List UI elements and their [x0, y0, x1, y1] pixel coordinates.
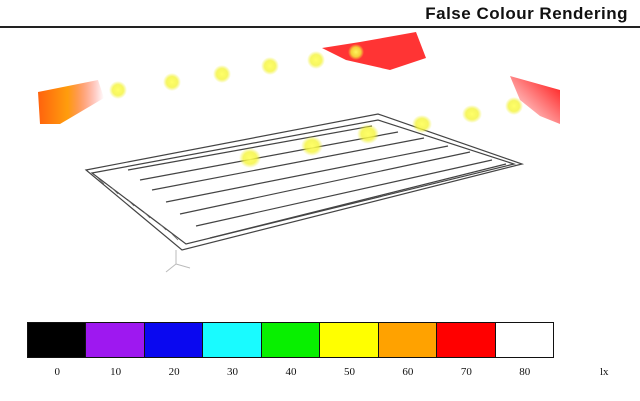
legend-swatch [143, 322, 204, 358]
page-title: False Colour Rendering [425, 4, 628, 23]
legend-tick-label: 60 [402, 366, 414, 378]
colour-legend [27, 322, 554, 358]
luminaire-icon [357, 124, 379, 144]
legend-tick-label: 10 [110, 366, 122, 378]
legend-swatch [494, 322, 554, 358]
luminaire-icon [505, 97, 523, 115]
legend-swatch [85, 322, 145, 358]
luminaire-icon [462, 105, 482, 123]
legend-tick-label: 70 [460, 366, 472, 378]
legend-tick-label: 30 [227, 366, 239, 378]
luminaire-icon [109, 81, 127, 99]
luminaire-icon [412, 115, 432, 133]
luminaire-icon [301, 136, 323, 156]
legend-swatch [260, 322, 321, 358]
luminaire-icon [307, 51, 325, 69]
render-viewport[interactable] [0, 28, 640, 298]
legend-labels: 0 10 20 30 40 50 60 70 80 [28, 366, 628, 382]
legend-tick-label: 50 [343, 366, 355, 378]
legend-tick-label: 80 [519, 366, 531, 378]
wall-illuminance-patches [38, 32, 560, 124]
legend-swatch [27, 322, 87, 358]
luminaire-array [109, 44, 523, 168]
legend-swatch [436, 322, 496, 358]
luminaire-icon [348, 44, 364, 60]
legend-unit: lx [600, 366, 609, 378]
legend-tick-label: 0 [54, 366, 60, 378]
legend-tick-label: 40 [285, 366, 297, 378]
luminaire-icon [213, 65, 231, 83]
legend-swatch [377, 322, 438, 358]
legend-swatch [319, 322, 379, 358]
title-divider [0, 26, 640, 28]
luminaire-icon [239, 148, 261, 168]
floor-plan [84, 113, 525, 251]
floor-edge-detail [97, 177, 179, 241]
luminaire-icon [261, 57, 279, 75]
legend-tick-label: 20 [168, 366, 180, 378]
luminaire-icon [163, 73, 181, 91]
axis-gizmo-icon[interactable] [165, 250, 191, 273]
legend-swatch [202, 322, 262, 358]
